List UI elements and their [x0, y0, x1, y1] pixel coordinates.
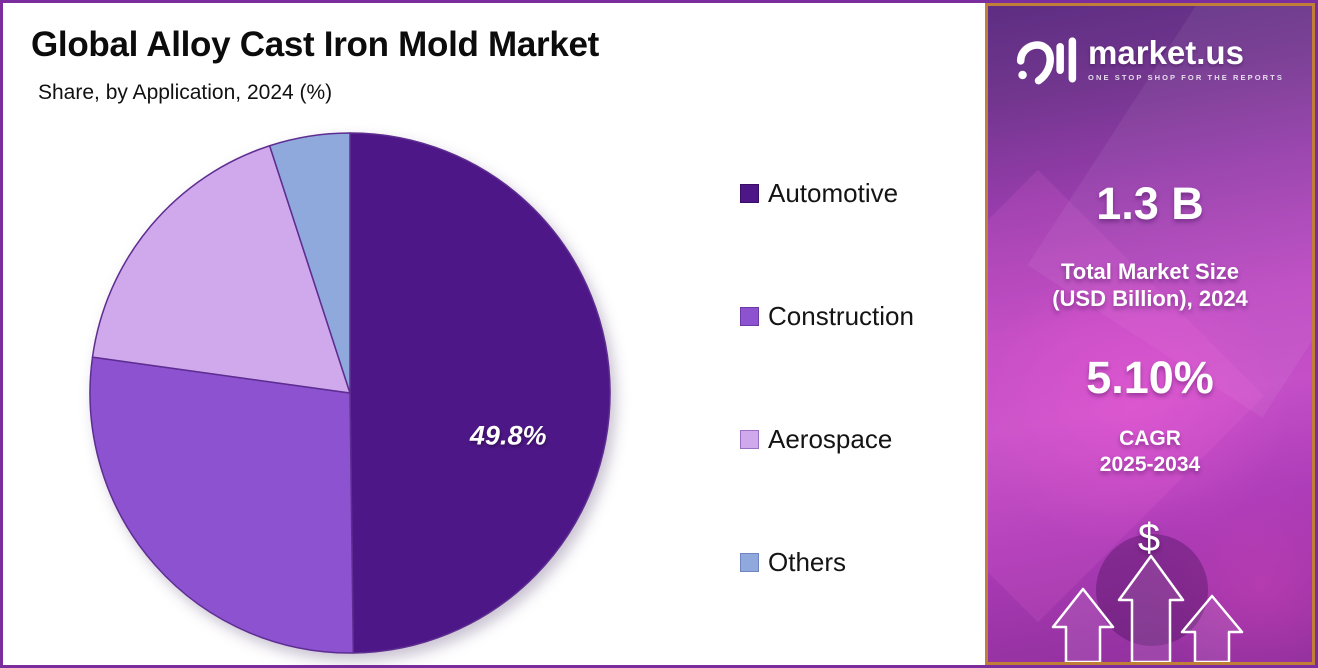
cagr-label-line2: 2025-2034 [1099, 453, 1201, 476]
total-market-size-label-line2: (USD Billion), 2024 [1052, 286, 1248, 311]
legend-label: Construction [768, 300, 914, 331]
total-market-size-label: Total Market Size (USD Billion), 2024 [988, 258, 1312, 312]
pie-data-label: 49.8% [469, 420, 547, 450]
brand-header: market.us ONE STOP SHOP FOR THE REPORTS [988, 30, 1312, 88]
legend-item-others: Others [740, 546, 847, 577]
growth-arrows-icon [1051, 554, 1244, 662]
total-market-size-label-line1: Total Market Size [1060, 259, 1240, 284]
pie-slice-aerospace [91, 144, 351, 394]
decorative-glow [1092, 436, 1312, 662]
legend-item-automotive: Automotive [740, 177, 899, 208]
marketus-logo-icon [1016, 37, 1077, 85]
legend-swatch-automotive [740, 183, 759, 203]
pie-chart: 49.8% [89, 132, 611, 654]
dollar-icon: $ [1137, 516, 1161, 560]
total-market-size-value: 1.3 B [1096, 178, 1204, 229]
decorative-circle [1096, 534, 1208, 646]
pie-slice-construction [89, 356, 355, 654]
legend-swatch-others [740, 552, 759, 572]
page-subtitle: Share, by Application, 2024 (%) [38, 81, 333, 104]
cagr-label: CAGR 2025-2034 [988, 426, 1312, 478]
legend-swatch-construction [740, 306, 759, 326]
chart-area: Global Alloy Cast Iron Mold Market Share… [3, 3, 985, 665]
legend-label: Automotive [768, 177, 899, 208]
brand-tagline: ONE STOP SHOP FOR THE REPORTS [1088, 73, 1284, 82]
pie-slice-others [268, 132, 351, 394]
cagr-value: 5.10% [1086, 352, 1214, 403]
legend: Automotive Construction Aerospace Others [732, 3, 982, 665]
page-title: Global Alloy Cast Iron Mold Market [31, 25, 600, 64]
brand-name: market.us [1088, 34, 1244, 71]
decorative-glow [988, 206, 1312, 606]
legend-label: Others [768, 546, 847, 577]
legend-label: Aerospace [768, 423, 893, 454]
pie-slice-automotive [349, 132, 611, 654]
brand-sidebar: market.us ONE STOP SHOP FOR THE REPORTS … [985, 3, 1315, 665]
legend-item-aerospace: Aerospace [740, 423, 893, 454]
brand-text-block: market.us ONE STOP SHOP FOR THE REPORTS [1088, 34, 1284, 83]
cagr-label-line1: CAGR [1119, 427, 1181, 450]
legend-item-construction: Construction [740, 300, 914, 331]
legend-swatch-aerospace [740, 429, 759, 449]
